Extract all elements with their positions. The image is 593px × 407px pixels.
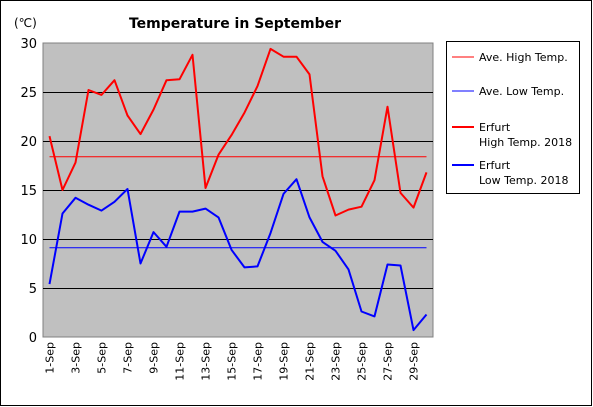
y-tick-label: 15 — [20, 184, 37, 199]
x-tick-label: 1-Sep — [44, 342, 57, 374]
x-tick-label: 7-Sep — [122, 342, 135, 374]
legend-label: Ave. High Temp. — [479, 51, 568, 64]
y-tick-label: 10 — [20, 233, 37, 248]
legend-box — [446, 41, 580, 194]
x-tick-label: 9-Sep — [148, 342, 161, 374]
series-line-2 — [48, 47, 428, 217]
series-line-3 — [48, 178, 428, 332]
y-tick-label: 0 — [29, 331, 37, 346]
y-unit-label: (℃) — [14, 16, 37, 30]
legend-label: High Temp. 2018 — [479, 136, 572, 149]
x-tick-label: 11-Sep — [174, 342, 187, 381]
legend-label: Ave. Low Temp. — [479, 85, 564, 98]
grid-lines — [43, 92, 433, 289]
series-lines — [48, 47, 428, 332]
legend-label: Low Temp. 2018 — [479, 174, 568, 187]
x-tick-label: 15-Sep — [226, 342, 239, 381]
x-tick-label: 3-Sep — [70, 342, 83, 374]
x-tick-label: 19-Sep — [278, 342, 291, 381]
y-tick-label: 20 — [20, 135, 37, 150]
x-tick-label: 23-Sep — [330, 342, 343, 381]
y-tick-label: 5 — [29, 282, 37, 297]
chart-title: Temperature in September — [129, 16, 341, 32]
legend-label: Erfurt — [479, 121, 511, 134]
x-tick-label: 29-Sep — [408, 342, 421, 381]
legend-entries: Ave. High Temp. Ave. Low Temp. Erfurt High … — [452, 51, 572, 187]
x-tick-label: 25-Sep — [356, 342, 369, 381]
x-tick-label: 21-Sep — [304, 342, 317, 381]
x-tick-label: 27-Sep — [382, 342, 395, 381]
y-axis-ticks: 0 5 10 15 20 25 30 — [20, 37, 37, 346]
legend-label: Erfurt — [479, 159, 511, 172]
x-tick-label: 5-Sep — [96, 342, 109, 374]
y-tick-label: 30 — [20, 37, 37, 52]
x-axis-ticks: 1-Sep 3-Sep 5-Sep 7-Sep 9-Sep 11-Sep 13-Sep 15-… — [44, 342, 421, 381]
x-tick-label: 17-Sep — [252, 342, 265, 381]
y-tick-label: 25 — [20, 86, 37, 101]
x-tick-label: 13-Sep — [200, 342, 213, 381]
legend: Ave. High Temp. Ave. Low Temp. Erfurt High … — [446, 41, 580, 194]
